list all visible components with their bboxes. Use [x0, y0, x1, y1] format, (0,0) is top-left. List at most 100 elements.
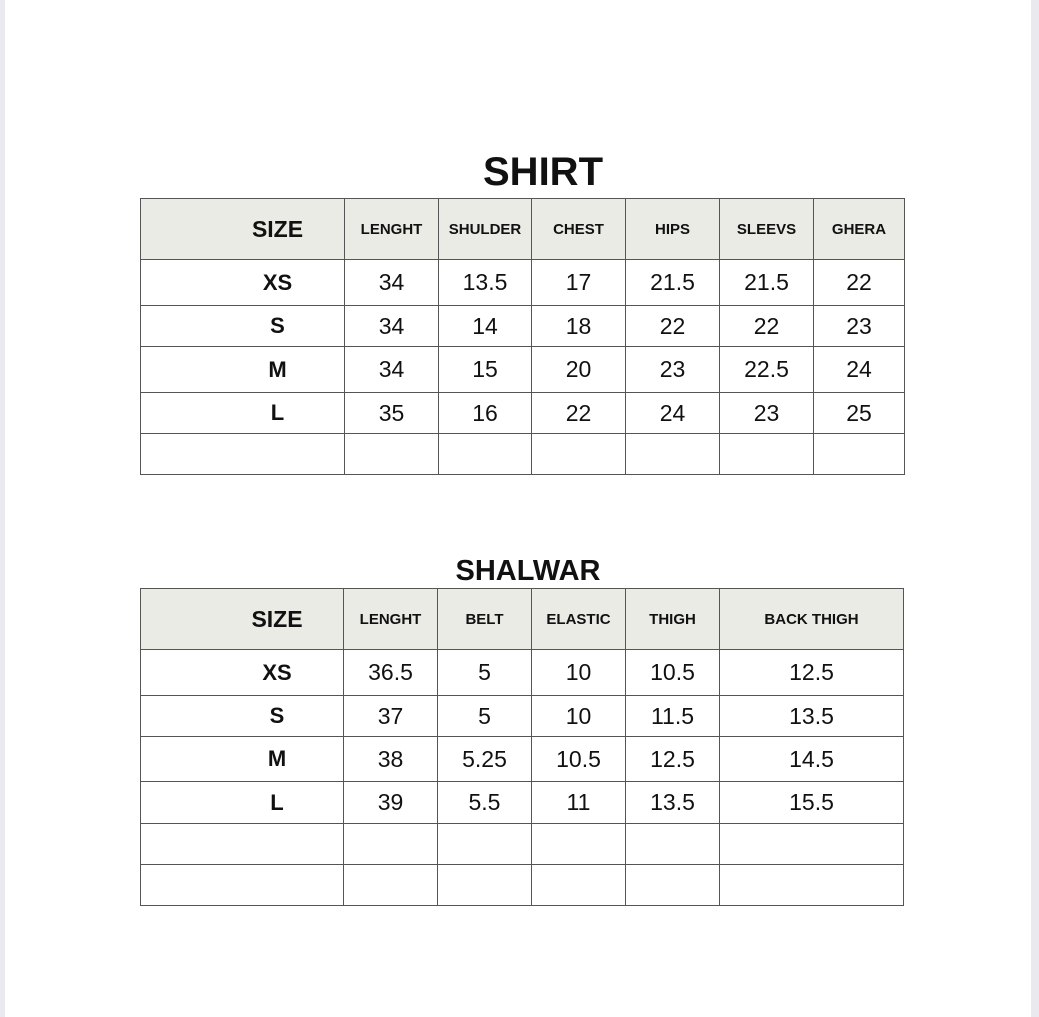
- page-edge-right: [1031, 0, 1039, 1017]
- empty-cell: [343, 823, 438, 865]
- empty-cell: [140, 823, 344, 865]
- measurement-cell: 23: [719, 392, 814, 434]
- column-header: LENGHT: [343, 588, 438, 650]
- empty-cell: [625, 433, 720, 475]
- measurement-cell: 10.5: [531, 736, 626, 782]
- measurement-cell: 23: [813, 305, 905, 347]
- column-header: BACK THIGH: [719, 588, 904, 650]
- measurement-cell: 24: [625, 392, 720, 434]
- shalwar-size-table: SIZE LENGHT BELT ELASTIC THIGH BACK THIGH XS 36…: [140, 588, 904, 906]
- measurement-cell: 22: [625, 305, 720, 347]
- empty-cell: [140, 864, 344, 906]
- measurement-cell: 11.5: [625, 695, 720, 737]
- empty-cell: [140, 433, 345, 475]
- column-header: BELT: [437, 588, 532, 650]
- empty-row: [140, 823, 904, 865]
- measurement-cell: 15: [438, 346, 532, 393]
- table-row: XS 36.5 5 10 10.5 12.5: [140, 649, 904, 696]
- measurement-cell: 25: [813, 392, 905, 434]
- measurement-cell: 14: [438, 305, 532, 347]
- measurement-cell: 5: [437, 695, 532, 737]
- measurement-cell: 5: [437, 649, 532, 696]
- table-row: S 37 5 10 11.5 13.5: [140, 695, 904, 737]
- column-header: SHULDER: [438, 198, 532, 260]
- measurement-cell: 34: [344, 259, 439, 306]
- size-label: L: [140, 781, 344, 824]
- measurement-cell: 10: [531, 649, 626, 696]
- size-label: M: [140, 346, 345, 393]
- empty-cell: [719, 433, 814, 475]
- measurement-cell: 12.5: [625, 736, 720, 782]
- column-header: CHEST: [531, 198, 626, 260]
- empty-cell: [813, 433, 905, 475]
- measurement-cell: 37: [343, 695, 438, 737]
- empty-row: [140, 864, 904, 906]
- column-header: SIZE: [140, 588, 344, 650]
- measurement-cell: 34: [344, 346, 439, 393]
- size-label: L: [140, 392, 345, 434]
- shirt-title: SHIRT: [483, 150, 603, 194]
- shirt-size-table: SIZE LENGHT SHULDER CHEST HIPS SLEEVS GHERA XS 3…: [140, 198, 905, 475]
- measurement-cell: 16: [438, 392, 532, 434]
- empty-cell: [531, 823, 626, 865]
- empty-cell: [625, 864, 720, 906]
- empty-cell: [437, 823, 532, 865]
- measurement-cell: 13.5: [438, 259, 532, 306]
- column-header: ELASTIC: [531, 588, 626, 650]
- table-row: L 39 5.5 11 13.5 15.5: [140, 781, 904, 824]
- table-row: S 34 14 18 22 22 23: [140, 305, 905, 347]
- measurement-cell: 38: [343, 736, 438, 782]
- measurement-cell: 22: [531, 392, 626, 434]
- measurement-cell: 36.5: [343, 649, 438, 696]
- table-row: XS 34 13.5 17 21.5 21.5 22: [140, 259, 905, 306]
- empty-cell: [625, 823, 720, 865]
- empty-cell: [531, 864, 626, 906]
- measurement-cell: 21.5: [719, 259, 814, 306]
- measurement-cell: 35: [344, 392, 439, 434]
- measurement-cell: 11: [531, 781, 626, 824]
- measurement-cell: 22.5: [719, 346, 814, 393]
- header-row: SIZE LENGHT SHULDER CHEST HIPS SLEEVS GHERA: [140, 198, 905, 260]
- measurement-cell: 20: [531, 346, 626, 393]
- size-label: XS: [140, 649, 344, 696]
- empty-cell: [531, 433, 626, 475]
- column-header: LENGHT: [344, 198, 439, 260]
- measurement-cell: 13.5: [625, 781, 720, 824]
- empty-cell: [344, 433, 439, 475]
- column-header: THIGH: [625, 588, 720, 650]
- header-row: SIZE LENGHT BELT ELASTIC THIGH BACK THIGH: [140, 588, 904, 650]
- column-header: GHERA: [813, 198, 905, 260]
- size-label: S: [140, 305, 345, 347]
- measurement-cell: 10.5: [625, 649, 720, 696]
- measurement-cell: 15.5: [719, 781, 904, 824]
- table-row: M 34 15 20 23 22.5 24: [140, 346, 905, 393]
- measurement-cell: 34: [344, 305, 439, 347]
- measurement-cell: 5.5: [437, 781, 532, 824]
- measurement-cell: 23: [625, 346, 720, 393]
- size-label: M: [140, 736, 344, 782]
- empty-cell: [719, 864, 904, 906]
- shalwar-title: SHALWAR: [455, 555, 601, 587]
- measurement-cell: 10: [531, 695, 626, 737]
- size-label: XS: [140, 259, 345, 306]
- table-row: L 35 16 22 24 23 25: [140, 392, 905, 434]
- page-edge-left: [0, 0, 5, 1017]
- measurement-cell: 14.5: [719, 736, 904, 782]
- measurement-cell: 5.25: [437, 736, 532, 782]
- column-header: SIZE: [140, 198, 345, 260]
- measurement-cell: 12.5: [719, 649, 904, 696]
- measurement-cell: 22: [719, 305, 814, 347]
- measurement-cell: 24: [813, 346, 905, 393]
- size-label: S: [140, 695, 344, 737]
- measurement-cell: 21.5: [625, 259, 720, 306]
- empty-row: [140, 433, 905, 475]
- column-header: HIPS: [625, 198, 720, 260]
- measurement-cell: 17: [531, 259, 626, 306]
- empty-cell: [438, 433, 532, 475]
- empty-cell: [719, 823, 904, 865]
- measurement-cell: 18: [531, 305, 626, 347]
- table-row: M 38 5.25 10.5 12.5 14.5: [140, 736, 904, 782]
- empty-cell: [343, 864, 438, 906]
- measurement-cell: 22: [813, 259, 905, 306]
- column-header: SLEEVS: [719, 198, 814, 260]
